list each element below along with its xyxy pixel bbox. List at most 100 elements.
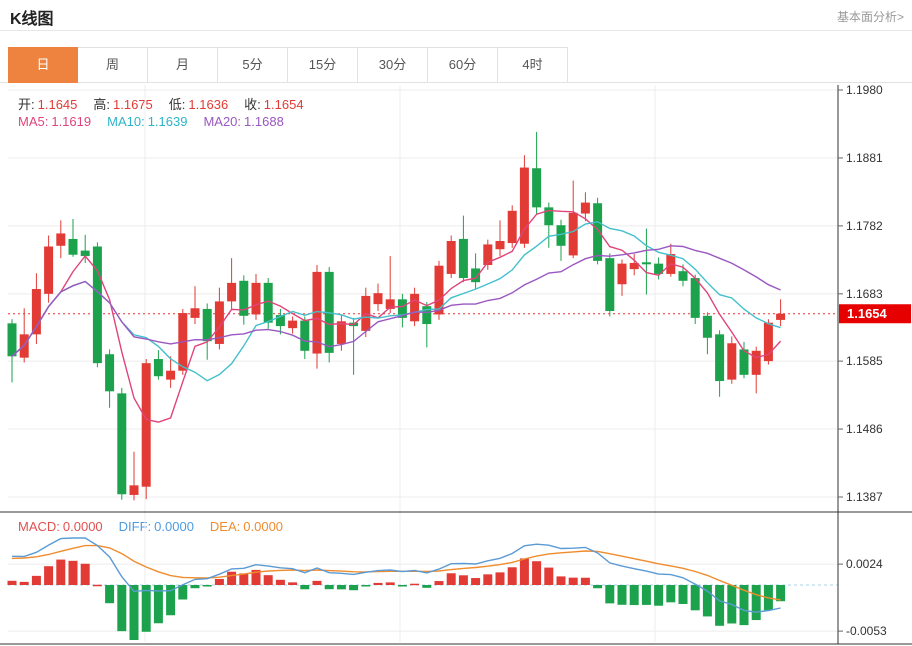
high-readout: 高: 1.1675 <box>93 97 153 112</box>
macd-bar-37 <box>458 575 468 585</box>
tab-period-7[interactable]: 4时 <box>498 47 568 83</box>
current-price-value: 1.1654 <box>847 306 888 321</box>
macd-bar-40 <box>495 572 505 585</box>
price-tick-0: 1.1980 <box>846 83 883 97</box>
price-axis-labels: 1.1980 1.1881 1.1782 1.1683 1.1585 1.1486 1.13… <box>838 83 887 638</box>
chart-gridlines <box>8 85 838 642</box>
macd-bar-54 <box>666 585 676 603</box>
candle-23 <box>288 320 298 329</box>
candle-3 <box>44 246 54 294</box>
macd-bar-23 <box>288 582 298 585</box>
macd-bar-30 <box>373 582 383 585</box>
macd-bar-33 <box>410 583 420 586</box>
macd-bar-17 <box>214 578 224 585</box>
candle-44 <box>544 207 554 226</box>
candle-42 <box>519 167 529 244</box>
axes <box>0 85 912 645</box>
candle-10 <box>129 485 139 495</box>
candle-6 <box>80 250 90 257</box>
candle-2 <box>31 289 41 335</box>
candle-56 <box>690 278 700 318</box>
macd-bar-3 <box>44 566 54 585</box>
macd-bar-47 <box>580 577 590 585</box>
tab-period-2[interactable]: 月 <box>148 47 218 83</box>
macd-bar-8 <box>105 585 115 604</box>
dea-value-readout: DEA: 0.0000 <box>209 519 284 534</box>
macd-bar-26 <box>324 585 334 590</box>
tab-period-3[interactable]: 5分 <box>218 47 288 83</box>
macd-bar-42 <box>519 558 529 585</box>
candle-41 <box>507 210 517 244</box>
candle-7 <box>92 246 102 364</box>
macd-value-readout: MACD: 0.0000 <box>18 519 103 534</box>
candle-33 <box>410 293 420 322</box>
macd-bar-13 <box>166 585 176 616</box>
tab-period-5[interactable]: 30分 <box>358 47 428 83</box>
candle-37 <box>458 238 468 279</box>
candle-55 <box>678 271 688 281</box>
candle-38 <box>471 268 481 283</box>
tab-period-1[interactable]: 周 <box>78 47 148 83</box>
macd-bar-45 <box>556 576 566 585</box>
fundamental-analysis-link[interactable]: 基本面分析> <box>836 10 904 24</box>
candle-34 <box>422 306 432 325</box>
candle-17 <box>214 301 224 344</box>
candle-4 <box>56 233 66 246</box>
current-price-tag: 1.1654 <box>839 304 911 324</box>
macd-bar-19 <box>239 573 249 585</box>
macd-bar-60 <box>739 585 749 626</box>
candle-20 <box>251 282 261 315</box>
tab-period-0[interactable]: 日 <box>8 47 78 83</box>
candle-31 <box>385 299 395 309</box>
candle-63 <box>776 313 786 320</box>
ma20-line <box>11 245 781 357</box>
candle-22 <box>275 315 285 327</box>
ma5-readout: MA5: 1.1619 <box>18 114 92 129</box>
macd-bar-48 <box>593 585 603 589</box>
macd-bar-29 <box>361 585 371 587</box>
ma10-readout: MA10: 1.1639 <box>107 114 188 129</box>
macd-bar-28 <box>349 585 359 591</box>
ma-readout: MA5: 1.1619 MA10: 1.1639 MA20: 1.1688 <box>18 114 300 129</box>
macd-bar-49 <box>605 585 615 604</box>
ma20-readout: MA20: 1.1688 <box>203 114 284 129</box>
macd-histogram <box>7 558 786 640</box>
candle-39 <box>483 244 493 266</box>
candle-21 <box>263 282 273 323</box>
macd-lines <box>11 537 781 613</box>
macd-bar-7 <box>92 584 102 587</box>
candle-59 <box>727 343 737 380</box>
macd-bar-57 <box>702 585 712 617</box>
candle-5 <box>68 238 78 255</box>
macd-bar-63 <box>776 585 786 602</box>
candle-9 <box>117 393 127 495</box>
price-tick-2: 1.1782 <box>846 219 883 233</box>
macd-bar-14 <box>178 585 188 600</box>
tab-period-6[interactable]: 60分 <box>428 47 498 83</box>
macd-bar-44 <box>544 567 554 585</box>
candle-15 <box>190 308 200 318</box>
ma-lines <box>11 209 782 423</box>
diff-value-readout: DIFF: 0.0000 <box>118 519 194 534</box>
macd-bar-53 <box>654 585 664 606</box>
candle-48 <box>593 203 603 261</box>
price-tick-5: 1.1486 <box>846 422 883 436</box>
price-tick-6: 1.1387 <box>846 490 883 504</box>
candle-57 <box>702 315 712 338</box>
ma10-line <box>11 221 781 382</box>
macd-bar-15 <box>190 585 200 589</box>
macd-bar-5 <box>68 560 78 585</box>
candles <box>7 131 786 501</box>
candle-47 <box>580 202 590 214</box>
macd-bar-1 <box>19 581 29 585</box>
macd-bar-27 <box>336 585 346 590</box>
candle-61 <box>751 350 761 375</box>
ohlc-readout: 开: 1.1645 高: 1.1675 低: 1.1636 收: 1.1654 <box>18 94 320 113</box>
tab-period-4[interactable]: 15分 <box>288 47 358 83</box>
candle-19 <box>239 280 249 316</box>
header-divider <box>0 30 912 31</box>
macd-bar-39 <box>483 574 493 585</box>
macd-tick-0: 0.0024 <box>846 557 883 571</box>
macd-bar-0 <box>7 580 17 585</box>
